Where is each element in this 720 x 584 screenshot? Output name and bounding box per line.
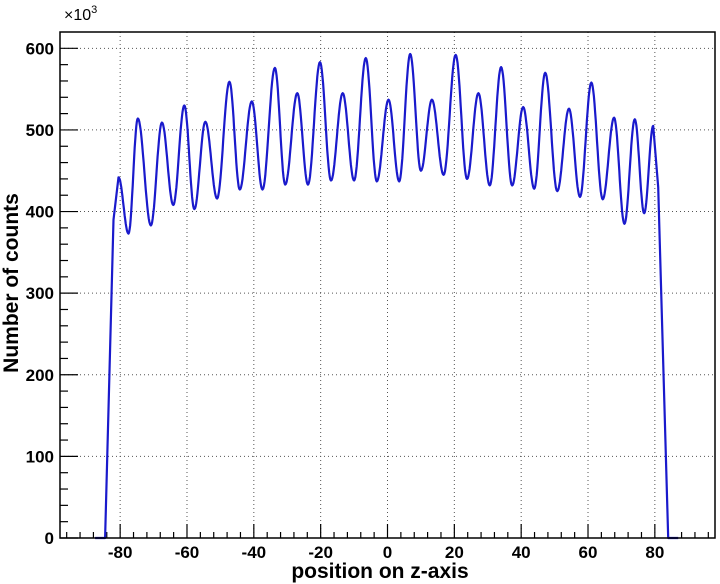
valley-point — [442, 174, 445, 176]
plot-frame — [59, 31, 716, 539]
valley-point — [579, 196, 581, 198]
valley-point — [643, 212, 645, 214]
x-tick-label: -60 — [175, 543, 200, 562]
y-tick-label: 300 — [26, 284, 54, 303]
peak-point — [228, 80, 231, 83]
x-tick-label: 80 — [645, 543, 664, 562]
peak-point — [613, 116, 615, 119]
x-tick-label: 60 — [579, 543, 598, 562]
y-multiplier-exponent: 3 — [91, 4, 97, 16]
y-multiplier-base: ×10 — [64, 7, 91, 24]
x-tick-label: 0 — [383, 543, 392, 562]
y-tick-label: 400 — [26, 203, 54, 222]
peak-point — [387, 98, 390, 101]
peak-point — [477, 92, 480, 95]
x-tick-label: -40 — [242, 543, 267, 562]
axis-ticks — [60, 47, 709, 539]
valley-point — [376, 180, 378, 183]
peak-point — [319, 61, 321, 63]
valley-point — [261, 188, 264, 191]
peak-point — [500, 66, 502, 68]
y-tick-label: 0 — [45, 529, 54, 548]
valley-point — [420, 169, 422, 172]
x-tick-label: 40 — [512, 543, 531, 562]
y-axis-label: Number of counts — [0, 193, 23, 373]
valley-point — [284, 183, 287, 186]
y-tick-label: 200 — [26, 366, 54, 385]
peak-point — [274, 67, 276, 69]
peak-point — [544, 72, 547, 74]
valley-point — [488, 184, 491, 187]
valley-point — [353, 179, 355, 182]
peak-point — [633, 118, 636, 121]
valley-point — [216, 197, 218, 200]
peak-point — [522, 106, 524, 108]
valley-point — [238, 188, 241, 191]
peak-point — [652, 125, 654, 127]
peak-point — [341, 92, 344, 95]
peak-point — [183, 104, 186, 107]
valley-point — [556, 190, 559, 192]
valley-point — [601, 198, 604, 201]
series-line — [95, 52, 679, 540]
peak-point — [137, 117, 139, 120]
y-tick-label: 600 — [26, 39, 54, 58]
peak-point — [161, 121, 163, 124]
valley-point — [330, 179, 332, 182]
peak-point — [409, 53, 412, 55]
y-multiplier: ×103 — [64, 4, 97, 24]
x-tick-label: -20 — [308, 543, 333, 562]
valley-point — [466, 178, 468, 180]
y-tick-label: 500 — [26, 121, 54, 140]
peak-point — [204, 120, 207, 123]
valley-point — [623, 222, 626, 225]
series-group — [95, 52, 679, 540]
peak-point — [568, 107, 570, 110]
valley-point — [150, 224, 152, 227]
valley-point — [307, 183, 309, 186]
valley-point — [511, 184, 513, 187]
valley-point — [127, 232, 130, 235]
valley-point — [398, 180, 400, 183]
x-tick-label: -80 — [108, 543, 133, 562]
grid — [60, 32, 715, 538]
peak-point — [251, 100, 253, 103]
peak-point — [454, 54, 457, 56]
tick-labels: -80 -60 -40 -20 0 20 40 60 80 0 100 200 300 400 500 600 — [26, 39, 665, 562]
valley-point — [533, 187, 536, 190]
peak-point — [296, 92, 299, 95]
peak-point — [590, 81, 593, 84]
peak-point — [117, 176, 120, 179]
valley-point — [193, 208, 196, 210]
peak-point — [364, 57, 367, 59]
y-tick-label: 100 — [26, 447, 54, 466]
valley-point — [172, 204, 175, 206]
peak-point — [431, 98, 433, 101]
x-tick-label: 20 — [445, 543, 464, 562]
x-axis-label: position on z-axis — [291, 560, 468, 583]
